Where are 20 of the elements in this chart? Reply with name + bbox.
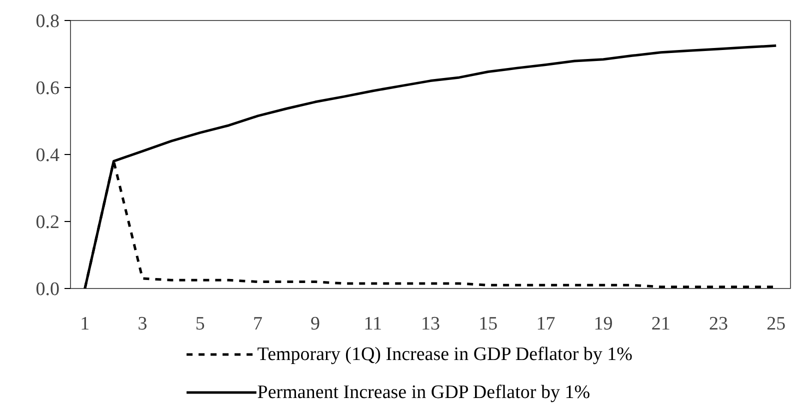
x-tick-label: 15 [478,314,498,334]
x-tick-label: 25 [766,314,786,334]
x-tick-label: 11 [364,314,382,334]
x-tick-label: 17 [536,314,556,334]
x-tick-label: 23 [709,314,728,334]
legend-label: Temporary (1Q) Increase in GDP Deflator by 1% [257,344,633,365]
y-tick-label: 0.8 [36,11,60,32]
x-tick-label: 7 [252,314,262,334]
y-tick-label: 0.4 [36,145,60,166]
x-tick-label: 9 [310,314,320,334]
x-tick-label: 21 [651,314,670,334]
legend-label: Permanent Increase in GDP Deflator by 1% [257,382,590,403]
x-tick-label: 19 [594,314,613,334]
y-tick-label: 0.2 [36,212,60,233]
y-tick-label: 0.6 [36,78,60,99]
x-tick-label: 5 [195,314,205,334]
y-tick-label: 0.0 [36,279,60,300]
x-tick-label: 13 [421,314,440,334]
x-tick-label: 3 [138,314,148,334]
x-tick-label: 1 [80,314,90,334]
